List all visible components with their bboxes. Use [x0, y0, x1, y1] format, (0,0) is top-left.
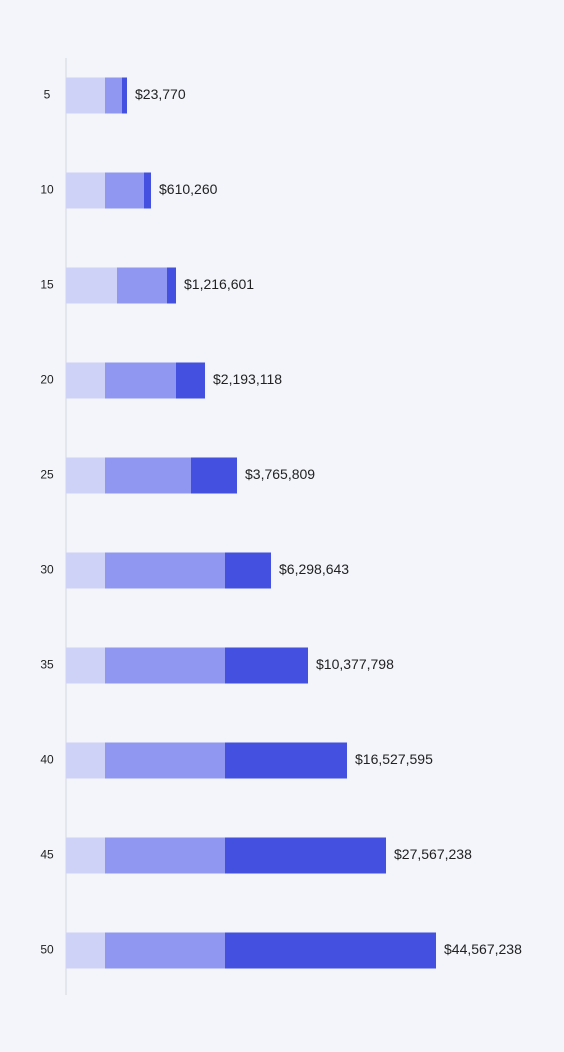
bar-segment [105, 172, 144, 209]
y-tick-label: 10 [40, 183, 54, 197]
value-label: $10,377,798 [316, 656, 394, 672]
bar-segment [66, 77, 105, 114]
y-tick-label: 50 [40, 943, 54, 957]
y-tick-label: 20 [40, 373, 54, 387]
value-label: $2,193,118 [213, 371, 282, 387]
bar-segment [225, 742, 347, 779]
bar-segment [66, 647, 105, 684]
bar-segment [105, 647, 225, 684]
value-label: $6,298,643 [279, 561, 349, 577]
bar-segment [105, 932, 225, 969]
y-tick-label: 5 [44, 88, 51, 102]
bar-segment [66, 172, 105, 209]
value-label: $44,567,238 [444, 941, 522, 957]
bar-segment [144, 172, 151, 209]
bar-segment [225, 932, 436, 969]
bar-segment [191, 457, 237, 494]
bar-segment [66, 457, 105, 494]
y-tick-label: 15 [40, 278, 54, 292]
bar-segment [66, 552, 105, 589]
bar-segment [167, 267, 176, 304]
y-tick-label: 40 [40, 753, 54, 767]
y-tick-label: 25 [40, 468, 54, 482]
bar-segment [176, 362, 205, 399]
bar-segment [225, 552, 271, 589]
value-label: $1,216,601 [184, 276, 254, 292]
bar-segment [122, 77, 127, 114]
bar-segment [105, 362, 176, 399]
bar-segment [66, 267, 117, 304]
y-tick-label: 30 [40, 563, 54, 577]
bar-segment [105, 742, 225, 779]
bar-segment [105, 552, 225, 589]
bar-segment [66, 932, 105, 969]
bar-segment [66, 837, 105, 874]
bar-segment [225, 837, 386, 874]
value-label: $610,260 [159, 181, 218, 197]
bar-segment [225, 647, 308, 684]
bar-segment [105, 457, 191, 494]
bar-segment [117, 267, 167, 304]
value-label: $23,770 [135, 86, 186, 102]
value-label: $27,567,238 [394, 846, 472, 862]
bar-segment [105, 837, 225, 874]
bar-segment [66, 362, 105, 399]
bar-segment [105, 77, 122, 114]
value-label: $16,527,595 [355, 751, 433, 767]
y-tick-label: 45 [40, 848, 54, 862]
value-label: $3,765,809 [245, 466, 315, 482]
bar-segment [66, 742, 105, 779]
y-tick-label: 35 [40, 658, 54, 672]
